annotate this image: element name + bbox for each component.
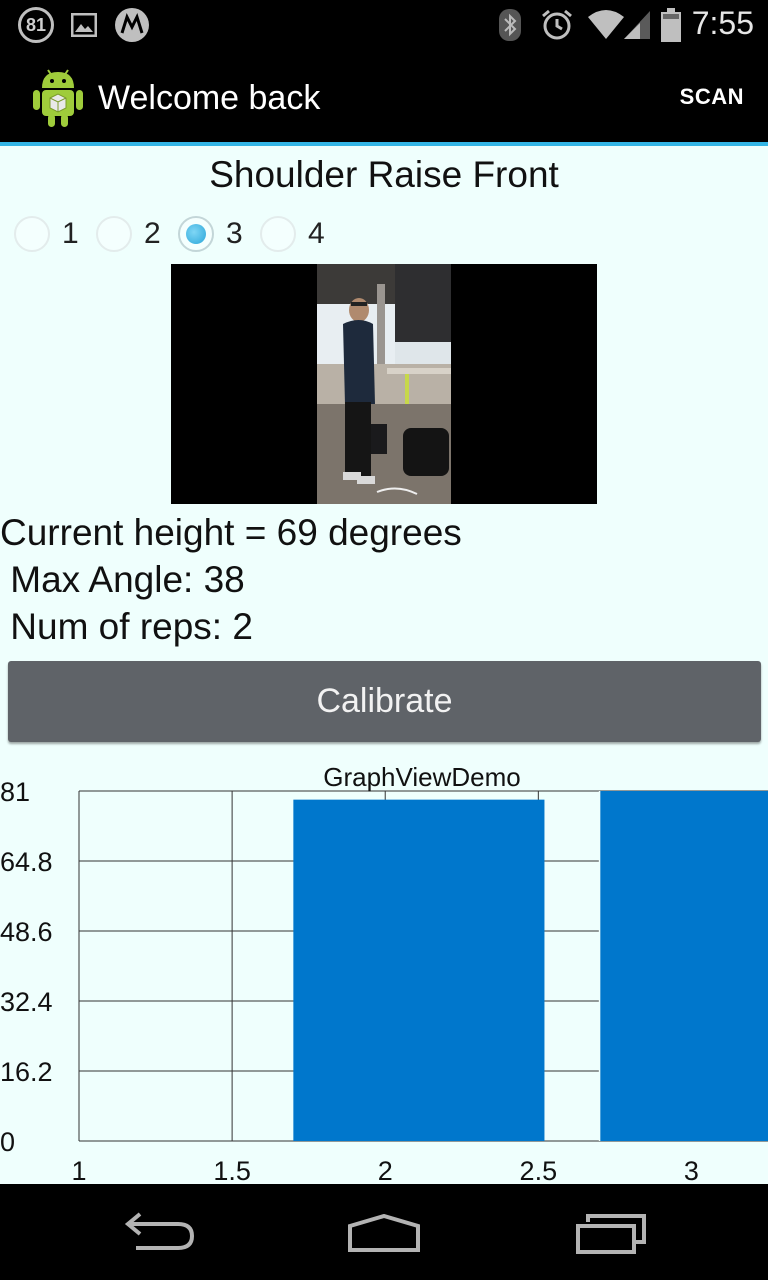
status-clock: 7:55 — [691, 4, 754, 41]
y-tick-label: 64.8 — [0, 847, 53, 877]
calibrate-button[interactable]: Calibrate — [8, 661, 761, 742]
alarm-icon — [540, 8, 574, 42]
chart-bar — [293, 799, 545, 1141]
max-angle-text: Max Angle: 38 — [0, 559, 245, 600]
wifi-icon — [586, 8, 626, 42]
battery-icon — [660, 8, 682, 42]
chart-title: GraphViewDemo — [323, 762, 521, 792]
num-reps-text: Num of reps: 2 — [0, 606, 253, 647]
camera-preview[interactable] — [171, 264, 597, 504]
radio-button[interactable] — [260, 216, 296, 252]
recent-apps-icon[interactable] — [574, 1214, 648, 1254]
radio-button[interactable] — [96, 216, 132, 252]
exercise-title: Shoulder Raise Front — [209, 154, 559, 195]
radio-option-1[interactable]: 1 — [14, 212, 79, 256]
y-tick-label: 0 — [0, 1127, 15, 1157]
y-tick-label: 32.4 — [0, 987, 53, 1017]
radio-label: 1 — [62, 217, 79, 250]
radio-option-3[interactable]: 3 — [178, 212, 243, 256]
motorola-icon — [114, 8, 150, 42]
notification-badge: 81 — [18, 7, 54, 43]
home-icon[interactable] — [346, 1213, 422, 1254]
action-bar-divider — [0, 142, 768, 146]
radio-label: 4 — [308, 217, 325, 250]
action-bar: Welcome back SCAN — [0, 50, 768, 142]
radio-option-2[interactable]: 2 — [96, 212, 161, 256]
x-tick-label: 2.5 — [520, 1156, 558, 1184]
x-tick-label: 2 — [378, 1156, 393, 1184]
navigation-bar — [0, 1184, 768, 1280]
image-icon — [70, 8, 98, 42]
y-tick-label: 16.2 — [0, 1057, 53, 1087]
x-tick-label: 3 — [684, 1156, 699, 1184]
status-bar: 81 7:55 — [0, 0, 768, 50]
y-tick-label: 81 — [0, 777, 30, 807]
camera-frame-image — [317, 264, 451, 504]
y-tick-label: 48.6 — [0, 917, 53, 947]
bluetooth-icon — [498, 8, 522, 42]
chart-canvas: 81 64.8 48.6 32.4 16.2 0 1 1.5 2 2.5 3 GraphViewDem… — [0, 762, 768, 1184]
radio-label: 3 — [226, 217, 243, 250]
scan-button[interactable]: SCAN — [679, 84, 744, 109]
x-tick-label: 1 — [71, 1156, 86, 1184]
current-height-text: Current height = 69 degrees — [0, 512, 462, 553]
back-icon[interactable] — [122, 1210, 198, 1256]
x-tick-label: 1.5 — [213, 1156, 251, 1184]
signal-icon — [622, 8, 652, 42]
radio-button[interactable] — [14, 216, 50, 252]
radio-label: 2 — [144, 217, 161, 250]
app-icon[interactable] — [28, 64, 88, 128]
bar-chart: 81 64.8 48.6 32.4 16.2 0 1 1.5 2 2.5 3 GraphViewDem… — [0, 752, 768, 1184]
chart-bar — [599, 791, 768, 1141]
radio-option-4[interactable]: 4 — [260, 212, 325, 256]
app-title: Welcome back — [98, 79, 321, 117]
radio-button-selected[interactable] — [178, 216, 214, 252]
